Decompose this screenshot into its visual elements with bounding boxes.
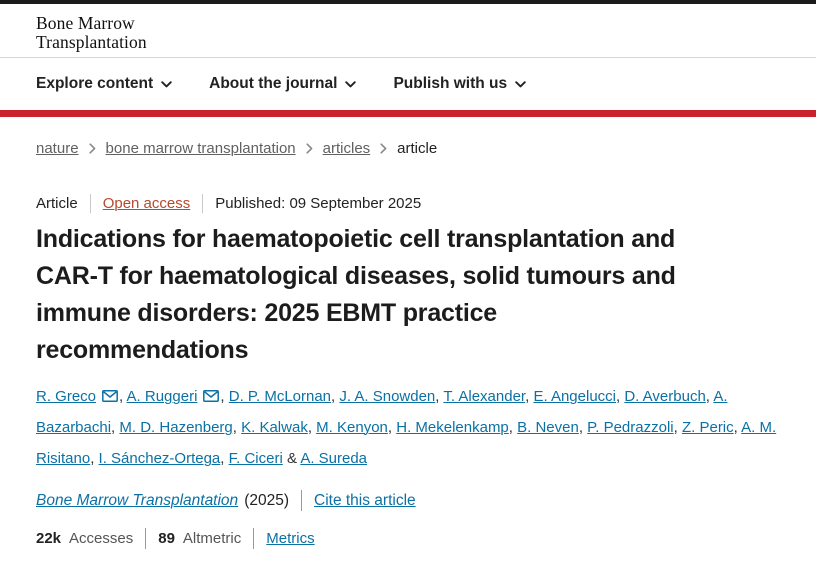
accesses-count: 22k: [36, 530, 62, 547]
article-title-line: Indications for haematopoietic cell tran…: [36, 225, 676, 253]
author-link-a-bazarbachi[interactable]: A. Bazarbachi: [36, 388, 728, 436]
altmetric-count: 89: [158, 530, 175, 547]
author-list: R. Greco, A. Ruggeri, D. P. McLornan, J.…: [36, 381, 780, 474]
author-link-e-angelucci[interactable]: E. Angelucci: [533, 388, 616, 405]
metrics-row: 22k Accesses 89 Altmetric Metrics: [36, 528, 780, 549]
author-separator: ,: [90, 450, 99, 467]
chevron-right-icon: [380, 143, 387, 154]
article-type-label: Article: [36, 195, 78, 212]
author-link-h-mekelenkamp[interactable]: H. Mekelenkamp: [396, 419, 509, 436]
article-page: nature bone marrow transplantation article…: [0, 140, 816, 549]
chevron-down-icon: [161, 80, 172, 87]
citation-row: Bone Marrow Transplantation (2025) Cite …: [36, 490, 780, 511]
author-link-a-m-risitano[interactable]: A. M. Risitano: [36, 419, 777, 467]
author-separator: ,: [508, 419, 518, 436]
author-separator: ,: [673, 419, 682, 436]
top-accent-bar: [0, 0, 816, 4]
article-title-line: recommendations: [36, 336, 249, 364]
author-separator: ,: [733, 419, 742, 436]
breadcrumb-link-bone-marrow-transplantation[interactable]: bone marrow transplantation: [105, 140, 296, 157]
author-separator: ,: [119, 388, 127, 405]
author-link-z-peric[interactable]: Z. Peric: [681, 419, 734, 436]
breadcrumb: nature bone marrow transplantation article…: [36, 140, 780, 157]
author-separator: ,: [307, 419, 317, 436]
breadcrumb-link-nature[interactable]: nature: [36, 140, 79, 157]
article-title: Indications for haematopoietic cell tran…: [36, 221, 780, 369]
journal-logo-line2: Transplantation: [36, 32, 147, 52]
chevron-right-icon: [306, 143, 313, 154]
article-title-line: CAR-T for haematological diseases, solid…: [36, 262, 676, 290]
email-icon[interactable]: [102, 390, 118, 402]
nav-item-about-the-journal[interactable]: About the journal: [209, 75, 357, 93]
author-separator: ,: [387, 419, 397, 436]
article-meta-row: Article Open access Published: 09 Septem…: [36, 193, 780, 214]
nav-item-label: About the journal: [209, 75, 338, 92]
nav-item-label: Explore content: [36, 75, 154, 92]
author-link-k-kalwak[interactable]: K. Kalwak: [241, 419, 308, 436]
author-link-a-ruggeri[interactable]: A. Ruggeri: [126, 388, 198, 405]
breadcrumb-current-article: article: [397, 140, 438, 157]
nav-item-explore-content[interactable]: Explore content: [36, 75, 172, 93]
author-separator: ,: [111, 419, 120, 436]
email-icon[interactable]: [203, 390, 220, 402]
author-link-m-d-hazenberg[interactable]: M. D. Hazenberg: [119, 419, 233, 436]
divider: [301, 490, 302, 511]
author-separator: ,: [578, 419, 588, 436]
nav-item-publish-with-us[interactable]: Publish with us: [393, 75, 526, 93]
open-access-link[interactable]: Open access: [102, 195, 191, 212]
author-link-r-greco[interactable]: R. Greco: [36, 388, 97, 405]
citation-year: (2025): [244, 491, 289, 509]
author-separator: ,: [435, 388, 444, 405]
author-link-f-ciceri[interactable]: F. Ciceri: [228, 450, 283, 467]
published-date: Published: 09 September 2025: [215, 195, 422, 212]
divider: [89, 194, 91, 213]
author-link-a-sureda[interactable]: A. Sureda: [300, 450, 368, 467]
author-separator: ,: [220, 450, 229, 467]
accesses-label: Accesses: [69, 530, 134, 547]
author-separator: ,: [616, 388, 625, 405]
divider: [202, 194, 204, 213]
chevron-down-icon: [515, 80, 526, 87]
journal-header: Bone Marrow Transplantation: [0, 4, 816, 58]
author-separator: ,: [705, 388, 714, 405]
chevron-down-icon: [345, 80, 357, 87]
journal-logo-line1: Bone Marrow: [36, 13, 135, 33]
altmetric-label: Altmetric: [182, 530, 242, 547]
author-link-m-kenyon[interactable]: M. Kenyon: [316, 419, 388, 436]
article-title-line: immune disorders: 2025 EBMT practice: [36, 299, 498, 327]
journal-logo[interactable]: Bone Marrow Transplantation: [36, 14, 147, 52]
journal-link[interactable]: Bone Marrow Transplantation: [36, 491, 239, 509]
chevron-right-icon: [88, 143, 95, 154]
author-link-p-pedrazzoli[interactable]: P. Pedrazzoli: [587, 419, 674, 436]
brand-red-bar: [0, 110, 816, 117]
author-separator-ampersand: &: [282, 450, 301, 467]
metrics-link[interactable]: Metrics: [266, 530, 315, 547]
nav-item-label: Publish with us: [393, 75, 508, 92]
author-separator: ,: [525, 388, 534, 405]
author-link-t-alexander[interactable]: T. Alexander: [443, 388, 526, 405]
author-link-d-averbuch[interactable]: D. Averbuch: [624, 388, 706, 405]
author-link-j-a-snowden[interactable]: J. A. Snowden: [339, 388, 436, 405]
author-separator: ,: [220, 388, 229, 405]
main-nav: Explore content About the journal Publish …: [0, 58, 816, 110]
author-separator: ,: [232, 419, 242, 436]
cite-this-article-link[interactable]: Cite this article: [314, 491, 416, 509]
divider: [253, 528, 255, 549]
divider: [145, 528, 147, 549]
author-link-b-neven[interactable]: B. Neven: [517, 419, 579, 436]
author-link-d-p-mclornan[interactable]: D. P. McLornan: [228, 388, 332, 405]
author-separator: ,: [331, 388, 340, 405]
breadcrumb-link-articles[interactable]: articles: [322, 140, 371, 157]
author-link-i-s-nchez-ortega[interactable]: I. Sánchez-Ortega: [98, 450, 221, 467]
